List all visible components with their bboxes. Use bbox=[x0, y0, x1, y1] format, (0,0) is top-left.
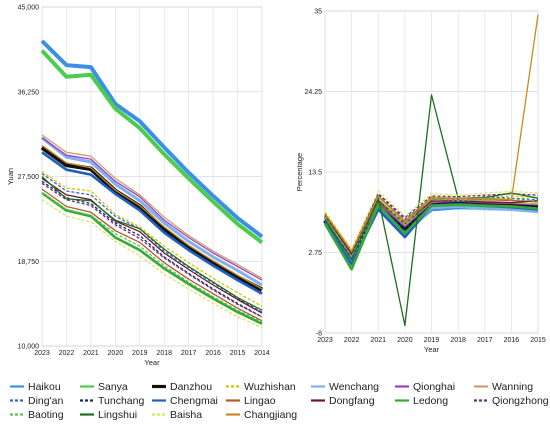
legend-label: Ding'an bbox=[28, 395, 63, 407]
y-axis-title: Yuan bbox=[6, 168, 15, 185]
series-line-wenchang bbox=[41, 136, 263, 287]
x-tick-label: 2018 bbox=[156, 350, 172, 357]
income-chart: 10,000 18,750 27,500 36,250 45,000 2023 2022 20… bbox=[6, 5, 270, 368]
legend-label: Haikou bbox=[28, 381, 61, 393]
legend-label: Wenchang bbox=[329, 381, 379, 393]
x-axis-title: Year bbox=[144, 358, 160, 367]
series-line-dongfang bbox=[324, 199, 539, 256]
x-tick-label: 2019 bbox=[132, 350, 148, 357]
x-tick-label: 2023 bbox=[34, 350, 50, 357]
series-line-lingshui bbox=[41, 176, 263, 311]
x-tick-label: 2021 bbox=[370, 337, 386, 344]
series-line-sanya bbox=[40, 49, 264, 244]
legend-label: Qiongzhong bbox=[492, 395, 549, 407]
series-line-changjiang bbox=[41, 144, 263, 290]
y-tick-label: 2.75 bbox=[308, 250, 322, 257]
growth-chart: -8 2.75 13.5 24.25 35 2023 2022 2021 2020 2019 201… bbox=[295, 9, 546, 355]
x-tick-label: 2020 bbox=[397, 337, 413, 344]
series-line-lingshui bbox=[324, 94, 539, 327]
series-line-qionghai bbox=[41, 137, 263, 281]
legend-label: Ledong bbox=[413, 395, 448, 407]
x-tick-label: 2023 bbox=[317, 337, 333, 344]
x-axis-title: Year bbox=[424, 345, 440, 354]
series-line-baoting bbox=[41, 192, 263, 323]
series-line-baisha bbox=[41, 199, 263, 329]
x-tick-label: 2015 bbox=[230, 350, 246, 357]
legend-label: Dongfang bbox=[329, 395, 375, 407]
legend-label: Lingshui bbox=[98, 409, 137, 421]
y-tick-label: 45,000 bbox=[18, 5, 40, 12]
x-tick-label: 2016 bbox=[504, 337, 520, 344]
x-tick-label: 2015 bbox=[530, 337, 546, 344]
legend: Haikou Sanya Danzhou Wuzhishan Wenchang Qiong… bbox=[10, 381, 549, 421]
legend-label: Wuzhishan bbox=[244, 381, 296, 393]
series-line-chengmai bbox=[41, 151, 263, 295]
x-tick-label: 2016 bbox=[205, 350, 221, 357]
legend-label: Baoting bbox=[28, 409, 64, 421]
legend-label: Tunchang bbox=[98, 395, 144, 407]
series-line-tunchang bbox=[41, 180, 263, 318]
x-tick-label: 2021 bbox=[83, 350, 99, 357]
y-tick-label: -8 bbox=[316, 331, 322, 338]
x-tick-label: 2022 bbox=[344, 337, 360, 344]
legend-label: Qionghai bbox=[413, 381, 455, 393]
y-tick-label: 24.25 bbox=[304, 89, 322, 96]
series-line-wanning bbox=[41, 134, 263, 279]
legend-label: Sanya bbox=[98, 381, 128, 393]
legend-label: Danzhou bbox=[170, 381, 212, 393]
y-tick-label: 10,000 bbox=[18, 344, 40, 351]
legend-label: Baisha bbox=[170, 409, 202, 421]
y-axis-title: Percentage bbox=[295, 153, 304, 191]
series-line-wuzhishan bbox=[41, 171, 263, 307]
legend-label: Changjiang bbox=[244, 409, 297, 421]
series-line-baisha bbox=[324, 190, 539, 250]
legend-label: Chengmai bbox=[170, 395, 218, 407]
y-tick-label: 36,250 bbox=[18, 89, 40, 96]
legend-label: Wanning bbox=[492, 381, 533, 393]
y-tick-label: 27,500 bbox=[18, 174, 40, 181]
x-tick-label: 2019 bbox=[424, 337, 440, 344]
series-line-danzhou bbox=[40, 145, 264, 292]
x-tick-label: 2017 bbox=[477, 337, 493, 344]
y-tick-label: 35 bbox=[314, 9, 322, 16]
legend-label: Lingao bbox=[244, 395, 276, 407]
y-tick-label: 18,750 bbox=[18, 259, 40, 266]
x-tick-label: 2014 bbox=[254, 350, 270, 357]
series-line-qiongzhong bbox=[41, 182, 263, 318]
series-line-ledong bbox=[323, 203, 539, 271]
series-line-lingao bbox=[41, 188, 263, 322]
series-line-ledong bbox=[41, 191, 263, 325]
x-tick-label: 2020 bbox=[108, 350, 124, 357]
x-tick-label: 2017 bbox=[181, 350, 197, 357]
x-tick-label: 2018 bbox=[450, 337, 466, 344]
series-line-changjiang bbox=[324, 14, 539, 253]
x-tick-label: 2022 bbox=[59, 350, 75, 357]
series-line-haikou bbox=[40, 39, 264, 239]
y-tick-label: 13.5 bbox=[308, 170, 322, 177]
series-line-dingan bbox=[41, 173, 263, 313]
series-line-dongfang bbox=[41, 177, 263, 314]
